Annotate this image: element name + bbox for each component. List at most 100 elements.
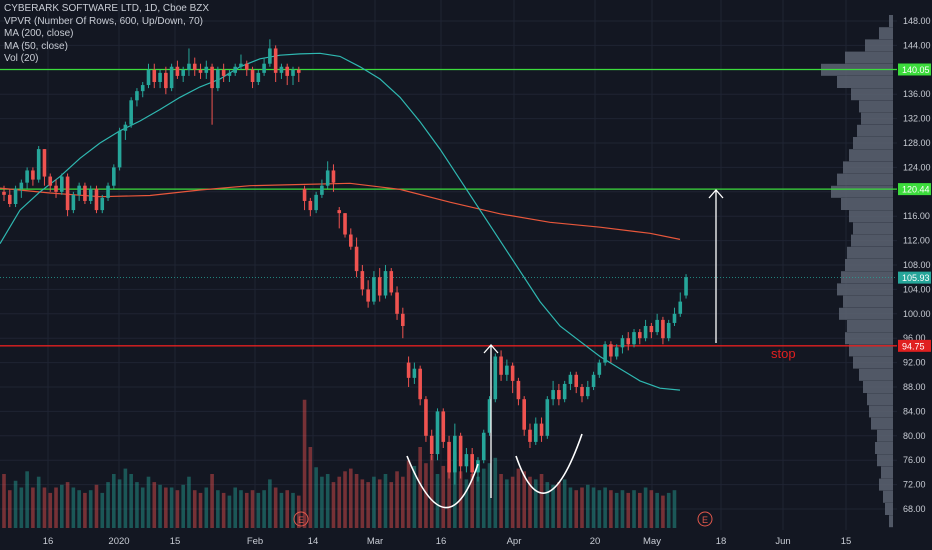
candle-body: [429, 435, 434, 455]
time-axis[interactable]: 16 2020 15 Feb 14 Mar 16 Apr 20 May 18 Jun 15: [43, 536, 852, 547]
volume-bar: [331, 482, 336, 528]
volume-bar: [291, 492, 295, 528]
volume-bar: [25, 471, 29, 528]
candle-body: [585, 387, 590, 397]
profile-bar: [859, 368, 893, 381]
volume-bar: [672, 490, 677, 528]
level-badge-label: 94.75: [902, 341, 925, 351]
candle-body: [198, 69, 203, 73]
profile-bar: [865, 39, 893, 52]
indicator-vpvr[interactable]: VPVR (Number Of Rows, 600, Up/Down, 70): [4, 15, 203, 27]
volume-bar: [551, 484, 555, 528]
volume-bar: [372, 476, 376, 528]
candle-body: [684, 277, 688, 296]
candle-body: [77, 185, 81, 195]
candle-body: [140, 85, 145, 92]
profile-bar: [843, 295, 893, 308]
volume-bar: [273, 487, 278, 528]
candle-body: [279, 66, 284, 73]
volume-bar: [112, 474, 116, 528]
earnings-marker[interactable]: E: [293, 511, 309, 527]
profile-bar: [841, 271, 893, 284]
volume-bar: [210, 474, 214, 528]
volume-bar: [164, 487, 168, 528]
level-badge: [898, 63, 931, 76]
volume-bar: [169, 487, 174, 528]
candle-body: [603, 344, 607, 363]
volume-bar: [632, 490, 636, 528]
volume-bar: [453, 452, 457, 528]
volume-bar: [2, 474, 6, 528]
volume-bar: [158, 484, 162, 528]
candle-body: [262, 63, 266, 73]
profile-bar: [885, 503, 893, 515]
indicator-volume[interactable]: Vol (20): [4, 53, 39, 64]
candle-body: [360, 271, 365, 290]
volume-bar: [516, 468, 521, 528]
candlesticks: [2, 39, 688, 485]
price-axis[interactable]: 148.00144.00140.00136.00132.00128.00124.…: [903, 16, 931, 514]
candle-body: [516, 380, 521, 400]
candle-body: [239, 63, 243, 67]
profile-bar: [857, 124, 893, 137]
volume-bar: [377, 479, 382, 528]
volume-bar: [60, 484, 64, 528]
volume-bar: [239, 490, 243, 528]
volume-bar: [401, 476, 405, 528]
candle-body: [158, 72, 162, 82]
candle-body: [308, 200, 313, 211]
chart-grid: [0, 0, 897, 530]
profile-bar: [831, 185, 893, 198]
profile-bar: [841, 198, 893, 210]
indicator-ma200[interactable]: MA (200, close): [4, 28, 74, 39]
candle-body: [106, 185, 110, 198]
indicator-ma50[interactable]: MA (50, close): [4, 40, 68, 52]
candle-body: [244, 63, 249, 70]
volume-bar: [510, 476, 515, 528]
y-tick-label: 132.00: [903, 114, 931, 124]
candle-body: [505, 365, 509, 375]
volume-bar: [216, 490, 220, 528]
candle-body: [152, 69, 157, 82]
volume-bar: [77, 490, 81, 528]
profile-bar: [889, 15, 893, 27]
candle-body: [325, 170, 330, 186]
candle-body: [383, 271, 388, 296]
y-tick-label: 92.00: [903, 358, 926, 368]
y-tick-label: 68.00: [903, 504, 926, 514]
candle-body: [377, 277, 382, 296]
y-tick-label: 112.00: [903, 236, 930, 246]
volume-bar: [493, 457, 498, 528]
candle-body: [302, 188, 307, 201]
volume-bar: [545, 482, 550, 528]
earnings-marker[interactable]: E: [697, 511, 713, 527]
candle-body: [256, 72, 261, 82]
volume-bar: [221, 492, 226, 528]
candle-body: [291, 69, 295, 76]
x-tick-label: Feb: [247, 536, 263, 547]
y-tick-label: 124.00: [903, 162, 931, 172]
last-price-badge: [898, 271, 931, 284]
candle-body: [539, 423, 544, 436]
candle-body: [129, 100, 133, 125]
volume-bar: [580, 487, 584, 528]
profile-bar: [863, 381, 893, 393]
candle-body: [71, 194, 76, 211]
candle-body: [614, 347, 619, 357]
volume-bar: [441, 465, 446, 528]
candle-body: [117, 130, 122, 168]
profile-bar: [867, 393, 893, 406]
profile-bar: [877, 454, 893, 467]
volume-bar: [314, 467, 318, 528]
y-tick-label: 144.00: [903, 40, 931, 50]
volume-bar: [262, 490, 266, 528]
candle-body: [406, 362, 411, 378]
candle-body: [649, 326, 654, 333]
volume-bar: [412, 465, 417, 528]
symbol-title: CYBERARK SOFTWARE LTD, 1D, Cboe BZX: [4, 3, 210, 14]
candle-body: [349, 234, 353, 247]
volume-bar: [302, 399, 307, 528]
volume-bar: [42, 487, 47, 528]
volume-bar: [418, 447, 422, 528]
